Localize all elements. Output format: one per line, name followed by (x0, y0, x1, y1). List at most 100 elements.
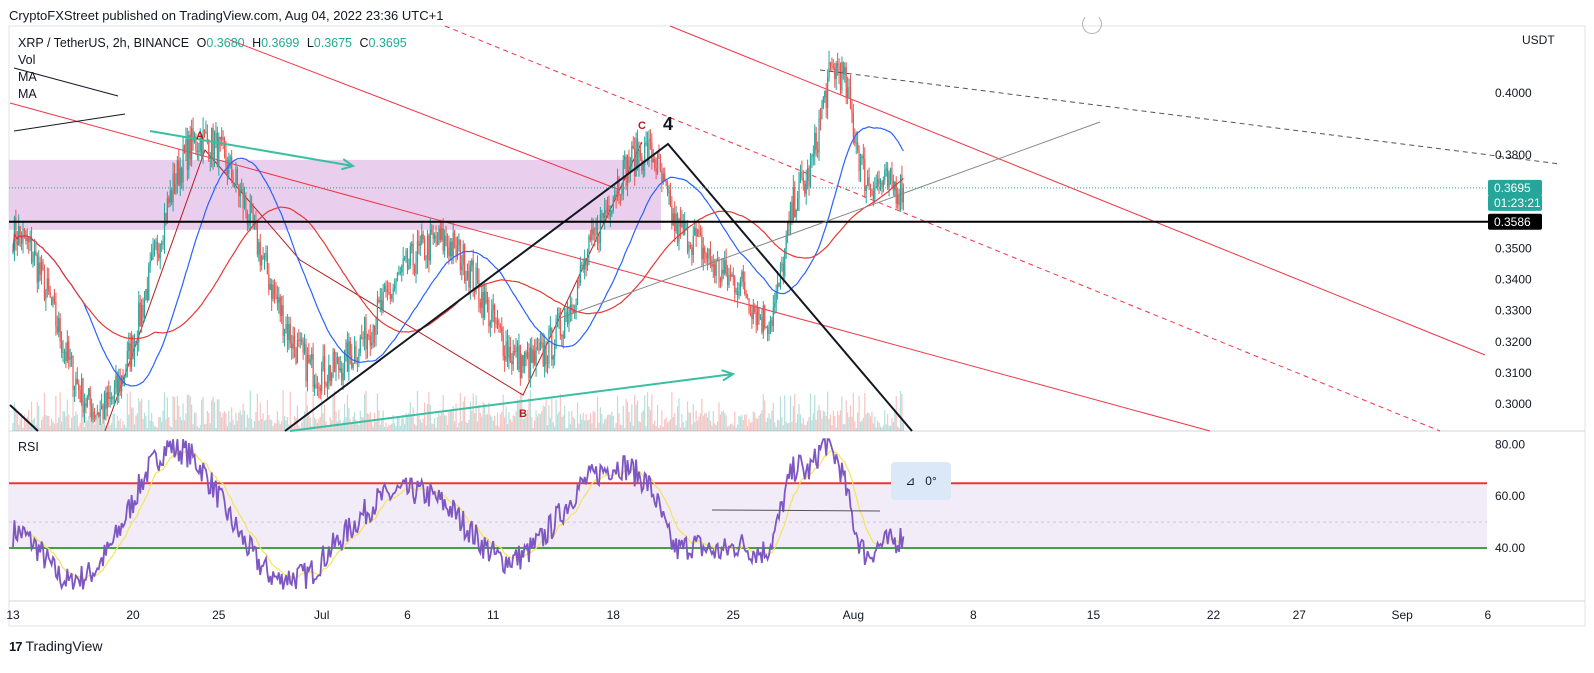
volume-bar (665, 417, 667, 431)
time-tick-label: 13 (6, 608, 20, 622)
volume-bar (741, 414, 743, 431)
candle-body (269, 284, 271, 290)
candle-body (369, 336, 371, 346)
rsi-label[interactable]: RSI (18, 440, 39, 454)
volume-bar (231, 407, 233, 431)
volume-bar (19, 419, 21, 431)
candle-body (791, 202, 793, 221)
candle-body (331, 372, 333, 381)
volume-bar (371, 420, 373, 431)
volume-bar (891, 417, 893, 431)
volume-bar (824, 411, 826, 431)
volume-bar (664, 419, 666, 431)
volume-bar (226, 426, 228, 431)
candle-body (30, 238, 33, 263)
volume-bar (672, 416, 674, 431)
volume-bar (373, 412, 376, 431)
tradingview-logo[interactable]: 17 TradingView (9, 638, 103, 654)
volume-bar (834, 415, 836, 431)
candle-body (446, 245, 449, 248)
candle-body (841, 62, 843, 91)
candle-body (262, 256, 264, 259)
candle-body (421, 234, 423, 244)
candle-body (138, 302, 140, 343)
volume-bar (857, 412, 859, 431)
volume-bar (851, 416, 853, 431)
symbol-label[interactable]: XRP / TetherUS, 2h, BINANCE (18, 36, 190, 50)
volume-bar (421, 422, 423, 431)
candle-body (458, 239, 460, 246)
volume-bar (42, 416, 44, 431)
open-label: O (196, 36, 207, 50)
volume-bar (216, 399, 218, 431)
volume-bar (579, 413, 581, 431)
candle-body (807, 168, 809, 181)
candle-body (222, 136, 224, 141)
candle-body (32, 260, 34, 263)
candle-body (233, 183, 236, 187)
volume-bar (532, 427, 534, 431)
volume-bar (272, 426, 274, 431)
candle-body (742, 271, 744, 283)
volume-bar (802, 418, 804, 431)
volume-bar (63, 411, 66, 431)
candle-body (862, 155, 864, 159)
volume-bar (782, 425, 784, 431)
candle-body (171, 190, 173, 203)
volume-bar (662, 426, 664, 431)
candle-body (339, 368, 341, 371)
angle-readout[interactable]: ⊿ 0° (891, 462, 951, 500)
candle-body (91, 405, 93, 420)
candle-body (322, 356, 324, 369)
volume-bar (413, 423, 416, 431)
volume-bar (682, 422, 684, 431)
candle-body (494, 304, 496, 323)
candle-body (282, 305, 284, 337)
volume-bar (819, 410, 822, 431)
candle-body (709, 248, 712, 260)
volume-bar (178, 405, 180, 431)
candle-body (568, 313, 570, 325)
candle-body (349, 341, 351, 356)
volume-bar (368, 414, 370, 431)
candle-body (898, 195, 900, 206)
indicator-ma-1[interactable]: MA (18, 70, 37, 84)
low-label: L (306, 36, 314, 50)
volume-bar (556, 414, 559, 431)
candle-body (654, 159, 656, 168)
candle-body (56, 326, 58, 333)
candle-body (358, 352, 360, 363)
candle-body (39, 262, 41, 275)
candle-body (205, 132, 207, 134)
volume-bar (166, 397, 168, 431)
volume-bar (416, 390, 419, 431)
candle-body (596, 223, 599, 243)
volume-bar (685, 420, 687, 431)
volume-bar (83, 427, 86, 431)
candle-body (514, 350, 516, 353)
volume-bar (825, 415, 827, 431)
candle-body (353, 346, 356, 363)
candle-body (475, 267, 477, 292)
volume-bar (568, 411, 570, 431)
time-tick-label: Aug (843, 608, 864, 622)
rsi-tick-label: 40.00 (1495, 541, 1525, 555)
volume-bar (571, 410, 573, 431)
volume-bar (536, 416, 539, 431)
volume-bar (409, 402, 411, 431)
candle-body (525, 352, 527, 358)
candle-body (139, 302, 141, 327)
indicator-ma-2[interactable]: MA (18, 87, 37, 101)
candlesticks (12, 50, 904, 425)
volume-bar (49, 425, 51, 431)
candle-body (65, 351, 67, 362)
volume-bar (728, 425, 730, 431)
channel-mid-line (444, 25, 1441, 432)
volume-bar (642, 410, 644, 431)
legend-symbol-row[interactable]: XRP / TetherUS, 2h, BINANCE O0.3680 H0.3… (18, 35, 407, 52)
time-tick-label: 6 (404, 608, 411, 622)
volume-bar (777, 419, 779, 431)
indicator-vol[interactable]: Vol (18, 53, 36, 67)
candle-body (276, 296, 278, 303)
